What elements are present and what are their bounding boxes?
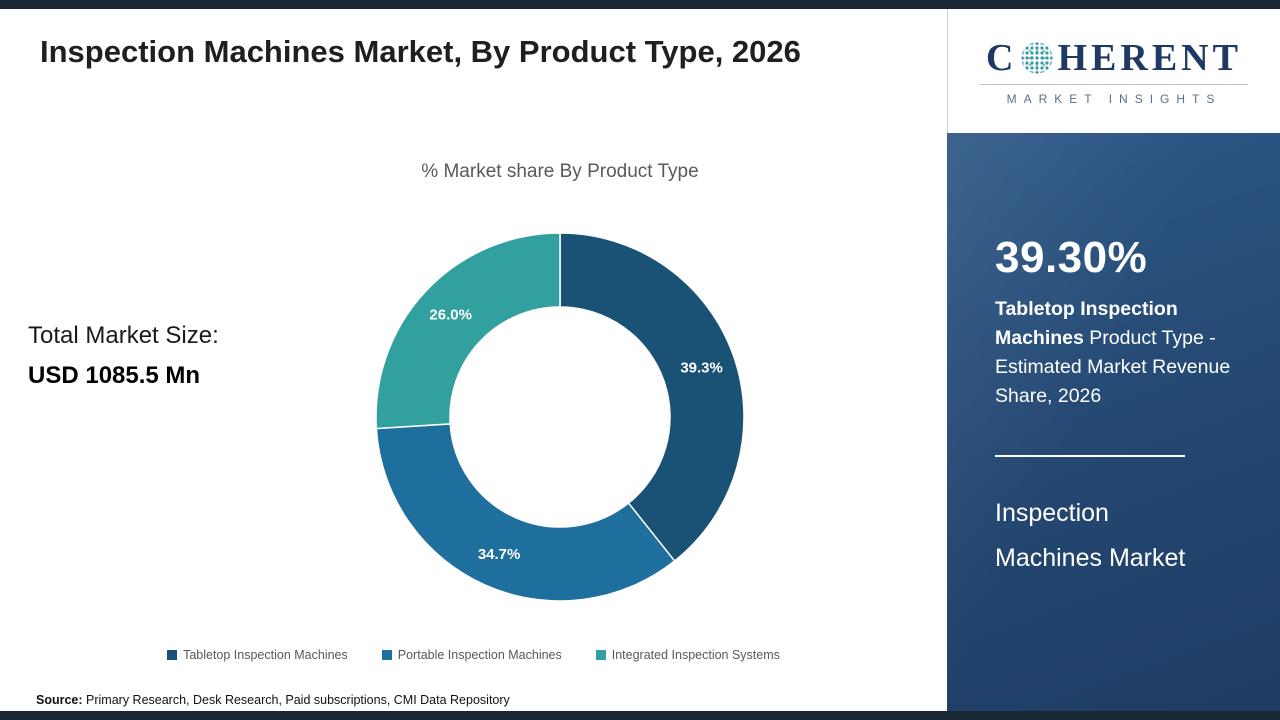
legend-swatch [381, 650, 392, 660]
brand-prefix: C [986, 37, 1018, 79]
source-line: Source: Primary Research, Desk Research,… [36, 693, 510, 707]
legend-label: Tabletop Inspection Machines [183, 648, 348, 662]
legend-item: Integrated Inspection Systems [595, 648, 780, 662]
donut-chart-svg: 39.3% 34.7% 26.0% [375, 232, 745, 602]
brand-suffix: HERENT [1057, 37, 1242, 79]
donut-slice-2 [375, 423, 676, 602]
legend-item: Tabletop Inspection Machines [167, 648, 348, 662]
donut-slice-3 [375, 232, 561, 430]
donut-slice-1 [559, 232, 745, 563]
sidebar-panel: 39.30% Tabletop Inspection Machines Prod… [947, 133, 1280, 711]
top-bar [0, 0, 1280, 9]
slice-label-3: 26.0% [429, 306, 472, 323]
total-market-size-label: Total Market Size: [28, 322, 219, 349]
total-market-size-value: USD 1085.5 Mn [28, 362, 201, 389]
chart-title: % Market share By Product Type [421, 161, 699, 182]
slice-label-2: 34.7% [478, 546, 521, 563]
stat-value: 39.30% [995, 233, 1148, 282]
brand-wordmark: C HERENT [980, 36, 1248, 85]
stat-description-bold: Tabletop Inspection Machines [995, 298, 1178, 349]
page-title: Inspection Machines Market, By Product T… [40, 34, 801, 69]
market-name: Inspection Machines Market [995, 491, 1250, 581]
legend-label: Portable Inspection Machines [397, 648, 562, 662]
chart-legend: Tabletop Inspection Machines Portable Ins… [0, 648, 947, 662]
brand-tagline: MARKET INSIGHTS [1006, 92, 1222, 106]
market-name-line1: Inspection [995, 499, 1109, 527]
legend-swatch [167, 650, 178, 660]
legend-item: Portable Inspection Machines [381, 648, 562, 662]
bottom-bar [0, 711, 1280, 720]
source-text: Primary Research, Desk Research, Paid su… [82, 693, 510, 707]
legend-label: Integrated Inspection Systems [611, 648, 780, 662]
total-market-size-block: Total Market Size: USD 1085.5 Mn [28, 322, 219, 390]
legend-swatch [595, 650, 606, 660]
stat-description-rest: Product Type - Estimated Market Revenue … [995, 327, 1231, 407]
source-label: Source: [36, 693, 83, 707]
stat-description: Tabletop Inspection Machines Product Typ… [995, 295, 1250, 411]
globe-icon [1021, 42, 1053, 74]
logo: C HERENT MARKET INSIGHTS [947, 9, 1280, 133]
sidebar: C HERENT MARKET INSIGHTS [947, 9, 1280, 711]
slice-label-1: 39.3% [680, 360, 723, 377]
market-name-line2: Machines Market [995, 544, 1186, 572]
panel-divider [995, 455, 1185, 457]
donut-chart: 39.3% 34.7% 26.0% [373, 230, 747, 604]
